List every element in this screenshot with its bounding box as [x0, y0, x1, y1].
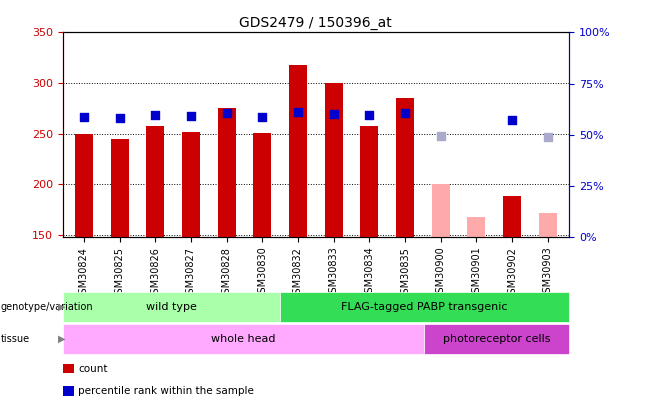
Point — [400, 110, 411, 117]
Point — [257, 114, 268, 121]
Bar — [146, 126, 164, 237]
Bar — [75, 134, 93, 237]
Point — [293, 109, 303, 115]
Point — [186, 113, 196, 120]
Point — [79, 114, 89, 121]
Text: wild type: wild type — [145, 302, 197, 312]
Text: whole head: whole head — [211, 334, 276, 344]
Bar — [325, 83, 343, 237]
Bar — [396, 98, 414, 237]
Point — [328, 111, 339, 117]
Bar — [218, 108, 236, 237]
Bar — [289, 65, 307, 237]
Bar — [467, 217, 486, 237]
Point — [150, 112, 161, 119]
Bar — [182, 132, 200, 237]
Text: count: count — [78, 364, 108, 373]
Point — [507, 117, 517, 124]
Point — [364, 112, 374, 119]
Title: GDS2479 / 150396_at: GDS2479 / 150396_at — [240, 16, 392, 30]
Text: photoreceptor cells: photoreceptor cells — [443, 334, 551, 344]
Text: ▶: ▶ — [58, 302, 65, 312]
Bar — [253, 133, 271, 237]
Text: percentile rank within the sample: percentile rank within the sample — [78, 386, 254, 396]
Bar — [361, 126, 378, 237]
Text: genotype/variation: genotype/variation — [1, 302, 93, 312]
Text: tissue: tissue — [1, 334, 30, 344]
Bar — [539, 213, 557, 237]
Point — [436, 132, 446, 139]
Text: ▶: ▶ — [58, 334, 65, 344]
Point — [114, 115, 125, 122]
Text: FLAG-tagged PABP transgenic: FLAG-tagged PABP transgenic — [341, 302, 508, 312]
Point — [221, 110, 232, 117]
Bar — [111, 139, 128, 237]
Bar — [503, 196, 521, 237]
Point — [542, 134, 553, 140]
Bar — [432, 184, 449, 237]
